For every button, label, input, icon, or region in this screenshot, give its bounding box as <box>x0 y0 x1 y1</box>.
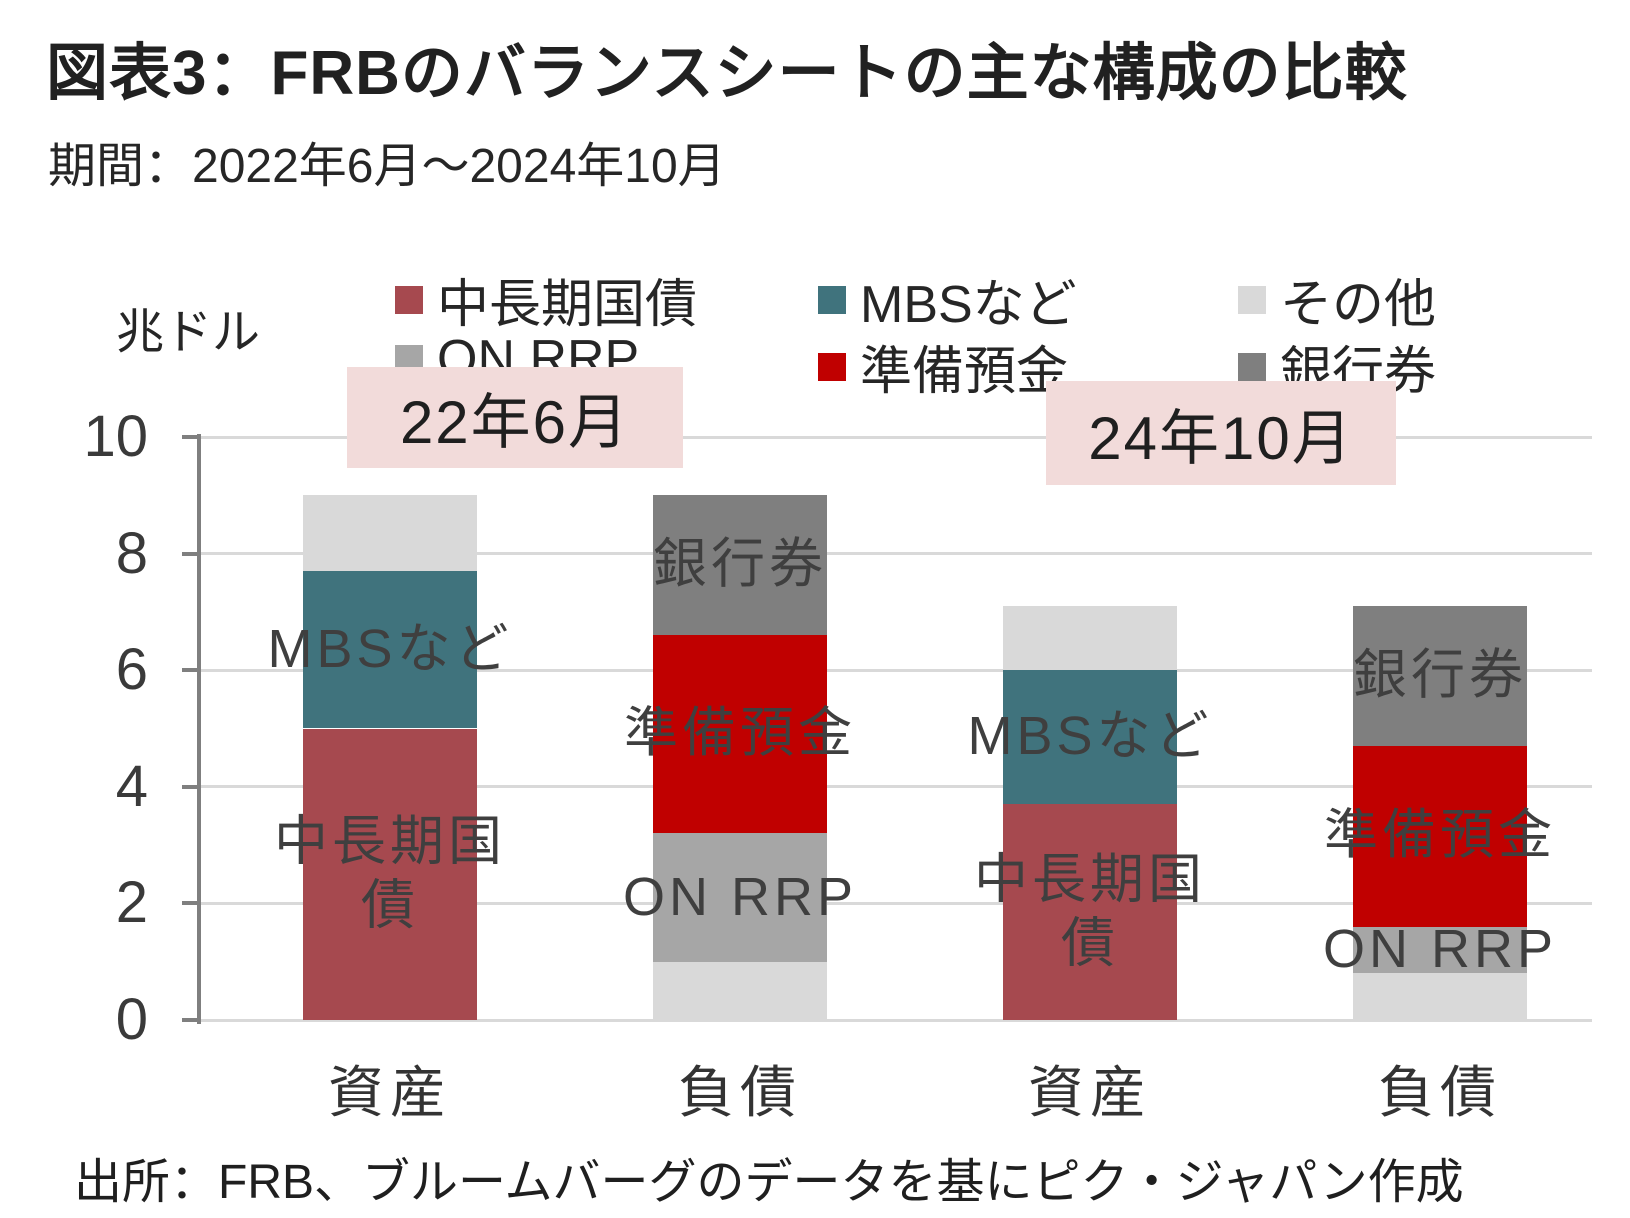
x-axis-category-label: 資産 <box>1028 1061 1152 1124</box>
y-axis-tick-label: 6 <box>115 637 148 703</box>
bar-segment-label: 銀行券 <box>653 533 827 597</box>
y-axis-line <box>197 434 201 1024</box>
x-axis-category-label: 負債 <box>678 1061 802 1124</box>
gridline-y0 <box>200 1018 1592 1022</box>
bar-segment-label: MBSなど <box>967 705 1212 769</box>
bar-segment-label: ON RRP <box>1323 918 1557 982</box>
gridline-y4 <box>200 785 1592 789</box>
bar-segment-その他 <box>1003 606 1177 671</box>
bar-segment-label: ON RRP <box>623 866 857 930</box>
bar-segment-label-line: 債 <box>361 875 419 936</box>
bar-segment-label-line: 債 <box>1061 913 1119 974</box>
bar-segment-label-line: 銀行券 <box>653 534 827 595</box>
y-axis-tick-label: 8 <box>115 520 148 586</box>
bar-segment-中長期国債 <box>1003 804 1177 1020</box>
legend-swatch-icon <box>1238 285 1266 314</box>
bar-segment-ON RRP <box>653 833 827 962</box>
bar-segment-label-line: MBSなど <box>967 706 1213 767</box>
chart-title: 図表3：FRBのバランスシートの主な構成の比較 <box>46 39 1408 108</box>
legend-swatch-icon <box>1238 352 1266 381</box>
period-banner: 22年6月 <box>347 367 683 468</box>
legend-label: 中長期国債 <box>437 276 698 334</box>
y-axis-tick-label: 4 <box>115 753 148 819</box>
bar-segment-中長期国債 <box>303 728 477 1020</box>
period-banner: 24年10月 <box>1046 381 1396 485</box>
bar-segment-準備預金 <box>1353 745 1527 927</box>
source-note: 出所：FRB、ブルームバーグのデータを基にピク・ジャパン作成 <box>74 1156 1464 1209</box>
y-axis-tick <box>182 551 200 556</box>
legend-swatch-icon <box>818 352 846 381</box>
bar-segment-label-line: MBSなど <box>267 618 513 679</box>
legend-item-その他: その他 <box>1238 262 1436 337</box>
y-axis-tick <box>182 1018 200 1022</box>
gridline-y2 <box>200 901 1592 905</box>
bar-segment-label-line: ON RRP <box>1322 919 1558 980</box>
y-axis-tick <box>182 901 200 906</box>
y-axis-unit-label: 兆ドル <box>116 306 261 359</box>
gridline-y8 <box>200 552 1592 556</box>
bar-segment-銀行券 <box>653 495 827 636</box>
legend-swatch-icon <box>395 285 423 314</box>
bar-segment-label-line: 銀行券 <box>1353 645 1527 706</box>
bar-segment-準備預金 <box>653 635 827 834</box>
bar-segment-label-line: 準備預金 <box>1324 805 1556 866</box>
bar-segment-label: 準備預金 <box>624 702 856 766</box>
y-axis-tick-label: 10 <box>83 404 148 469</box>
bar-segment-label: MBSなど <box>267 618 512 682</box>
bar-segment-MBSなど <box>1003 670 1177 805</box>
bar-segment-label: 銀行券 <box>1353 644 1527 708</box>
bar-segment-label: 中長期国債 <box>274 811 506 938</box>
legend-item-準備預金: 準備預金 <box>818 329 1068 404</box>
legend-label: 準備預金 <box>860 343 1069 401</box>
bar-segment-その他 <box>303 495 477 572</box>
y-axis-tick <box>182 784 200 789</box>
bar-segment-label-line: 中長期国 <box>274 811 506 872</box>
y-axis-tick-label: 0 <box>115 987 148 1052</box>
legend-label: MBSなど <box>860 276 1077 334</box>
bar-segment-label-line: 準備預金 <box>624 703 856 764</box>
legend-item-MBSなど: MBSなど <box>818 262 1077 337</box>
bar-segment-label-line: ON RRP <box>622 866 858 927</box>
x-axis-category-label: 負債 <box>1378 1061 1502 1124</box>
legend-item-中長期国債: 中長期国債 <box>395 262 697 337</box>
bar-segment-label: 準備預金 <box>1324 804 1556 868</box>
chart-subtitle: 期間：2022年6月～2024年10月 <box>48 140 726 193</box>
x-axis-category-label: 資産 <box>328 1061 452 1124</box>
gridline-y6 <box>200 668 1592 672</box>
bar-segment-その他 <box>653 961 827 1020</box>
y-axis-tick <box>182 435 200 439</box>
bar-segment-label: 中長期国債 <box>974 848 1206 975</box>
legend-label: その他 <box>1280 276 1437 334</box>
bar-segment-その他 <box>1353 973 1527 1020</box>
gridline-y10 <box>200 435 1592 439</box>
bar-segment-MBSなど <box>303 571 477 729</box>
y-axis-tick-label: 2 <box>115 870 148 936</box>
y-axis-tick <box>182 668 200 673</box>
bar-segment-銀行券 <box>1353 606 1527 746</box>
legend-swatch-icon <box>818 285 846 314</box>
bar-segment-ON RRP <box>1353 926 1527 974</box>
bar-segment-label-line: 中長期国 <box>974 849 1206 910</box>
